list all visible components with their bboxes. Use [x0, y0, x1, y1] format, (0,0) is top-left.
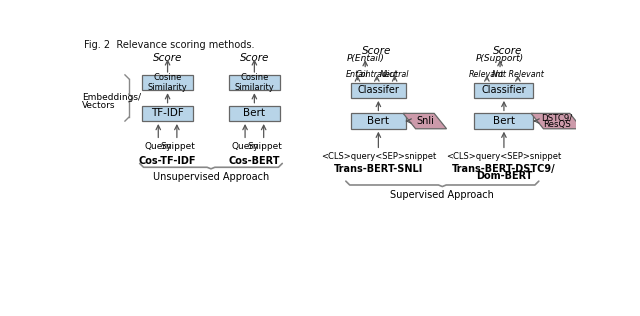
FancyBboxPatch shape: [474, 82, 533, 98]
Polygon shape: [531, 113, 582, 129]
Text: Not Relevant: Not Relevant: [492, 70, 544, 79]
FancyBboxPatch shape: [351, 82, 406, 98]
Text: Classifier: Classifier: [482, 85, 526, 95]
Polygon shape: [403, 113, 447, 129]
Text: Snli: Snli: [416, 116, 434, 126]
FancyBboxPatch shape: [351, 113, 406, 129]
Text: ResQS: ResQS: [543, 120, 570, 129]
Text: Bert: Bert: [493, 116, 515, 126]
Text: Supervised Approach: Supervised Approach: [390, 190, 494, 200]
Text: <CLS>query<SEP>snippet: <CLS>query<SEP>snippet: [321, 152, 436, 161]
Text: Unsupervised Approach: Unsupervised Approach: [153, 172, 269, 182]
Text: Trans-BERT-DSTC9/: Trans-BERT-DSTC9/: [452, 164, 556, 174]
Text: Score: Score: [362, 46, 392, 56]
Text: Cosine
Similarity: Cosine Similarity: [234, 73, 275, 92]
Text: Classifer: Classifer: [357, 85, 399, 95]
FancyBboxPatch shape: [142, 106, 193, 121]
Text: Cosine
Similarity: Cosine Similarity: [148, 73, 188, 92]
Text: Vectors: Vectors: [83, 101, 116, 110]
Text: Embeddings/: Embeddings/: [83, 94, 141, 102]
Text: Relevant: Relevant: [469, 70, 504, 79]
Text: Trans-BERT-SNLI: Trans-BERT-SNLI: [333, 164, 423, 174]
Text: Cos-BERT: Cos-BERT: [228, 156, 280, 166]
Text: Query: Query: [145, 142, 172, 151]
Text: Fig. 2  Relevance scoring methods.: Fig. 2 Relevance scoring methods.: [84, 40, 254, 50]
FancyBboxPatch shape: [229, 106, 280, 121]
Text: Neutral: Neutral: [380, 70, 410, 79]
Text: Query: Query: [231, 142, 259, 151]
Text: Score: Score: [240, 52, 269, 63]
Text: DSTC9/: DSTC9/: [541, 113, 572, 123]
Text: Cos-TF-IDF: Cos-TF-IDF: [139, 156, 196, 166]
FancyBboxPatch shape: [142, 75, 193, 90]
Text: <CLS>query<SEP>snippet: <CLS>query<SEP>snippet: [446, 152, 561, 161]
Text: Bert: Bert: [243, 108, 266, 118]
FancyBboxPatch shape: [229, 75, 280, 90]
FancyBboxPatch shape: [474, 113, 533, 129]
Text: TF-IDF: TF-IDF: [151, 108, 184, 118]
Text: P(Support): P(Support): [476, 54, 524, 63]
Text: Score: Score: [493, 46, 522, 56]
Text: Snippet: Snippet: [160, 142, 195, 151]
Text: Bert: Bert: [367, 116, 389, 126]
Text: Entail: Entail: [346, 70, 369, 79]
Text: Score: Score: [153, 52, 182, 63]
Text: P(Entail): P(Entail): [346, 54, 384, 63]
Text: Contradict: Contradict: [356, 70, 397, 79]
Text: Dom-BERT: Dom-BERT: [476, 171, 532, 181]
Text: Snippet: Snippet: [248, 142, 283, 151]
